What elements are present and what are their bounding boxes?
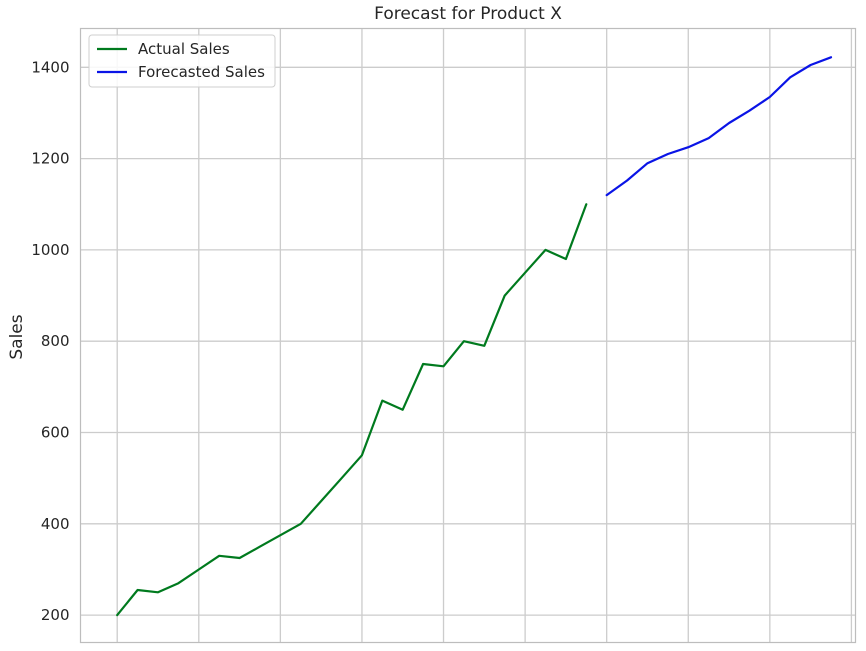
y-tick-label: 200 [41, 606, 70, 624]
series-line-1 [605, 56, 833, 197]
series-lines [116, 56, 833, 617]
legend-box [88, 34, 276, 88]
y-tick-label: 600 [41, 424, 70, 442]
y-tick-label: 1000 [31, 241, 69, 259]
y-axis-label: Sales [7, 314, 27, 359]
legend: Actual Sales Forecasted Sales [88, 34, 276, 88]
series-line-0 [116, 203, 588, 617]
chart-title: Forecast for Product X [374, 4, 562, 24]
plot-frame [79, 27, 857, 644]
legend-label-1: Forecasted Sales [138, 63, 265, 81]
legend-label-0: Actual Sales [138, 40, 230, 58]
y-axis-ticks: 200 400 600 800 1000 1200 1400 [31, 58, 69, 624]
y-tick-label: 400 [41, 515, 70, 533]
y-tick-label: 800 [41, 332, 70, 350]
y-tick-label: 1400 [31, 58, 69, 76]
y-tick-label: 1200 [31, 150, 69, 168]
